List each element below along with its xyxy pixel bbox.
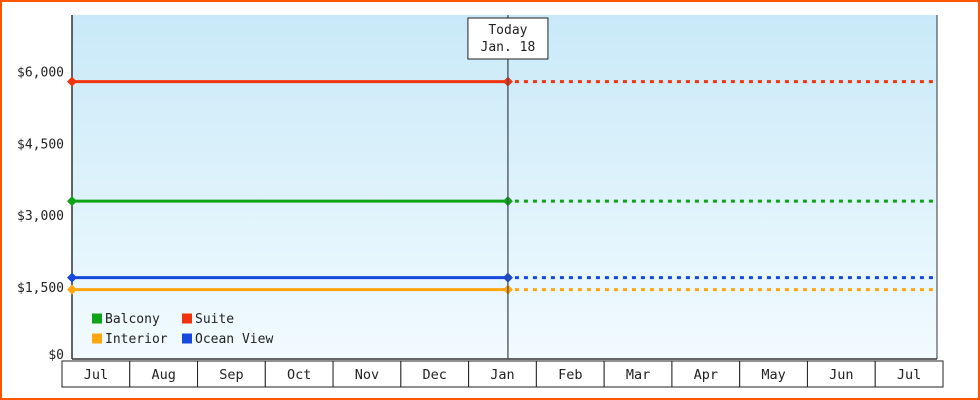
legend-label-interior: Interior [105,332,168,347]
month-cell [61,360,131,388]
y-tick-label-3: $1,500 [17,281,64,296]
series-marker-balcony [67,196,77,207]
month-label: Sep [219,367,243,383]
legend-label-ocean-view: Ocean View [195,332,273,347]
month-label: Jun [829,367,853,383]
legend-swatch-interior [92,333,102,344]
month-label: May [761,367,785,383]
today-label-box [467,17,549,60]
month-cell [264,360,334,388]
y-tick-label-2: $3,000 [17,209,64,224]
month-cell [671,360,741,388]
month-cell [535,360,605,388]
month-label: Jul [84,367,108,383]
month-label: Aug [151,367,175,383]
month-cell [332,360,402,388]
month-label: Apr [694,367,718,383]
month-cell [197,360,266,388]
legend-label-balcony: Balcony [105,312,160,327]
legend-label-suite: Suite [195,312,234,327]
y-tick-label-0: $6,000 [17,66,64,81]
month-label: Dec [423,367,447,383]
month-label: Feb [558,367,582,383]
month-label: Mar [626,367,650,383]
series-marker-suite [67,76,77,87]
legend-swatch-ocean-view [182,333,192,344]
month-cell [603,360,673,388]
month-label: Jan [490,367,514,383]
today-label-line2: Jan. 18 [481,40,536,55]
plot-area [72,15,937,359]
month-cell [874,360,944,388]
month-label: Nov [355,367,379,383]
series-marker-interior [67,284,77,295]
month-cell [468,360,537,388]
legend-swatch-suite [182,313,192,324]
month-cell [806,360,876,388]
today-label-line1: Today [488,23,527,38]
month-label: Jul [897,367,921,383]
series-marker-ocean-view [67,272,77,283]
month-cell [400,360,470,388]
y-tick-label-4: $0 [48,348,64,363]
month-label: Oct [287,367,311,383]
month-cell [739,360,808,388]
y-tick-label-1: $4,500 [17,137,64,152]
legend-swatch-balcony [92,313,102,324]
